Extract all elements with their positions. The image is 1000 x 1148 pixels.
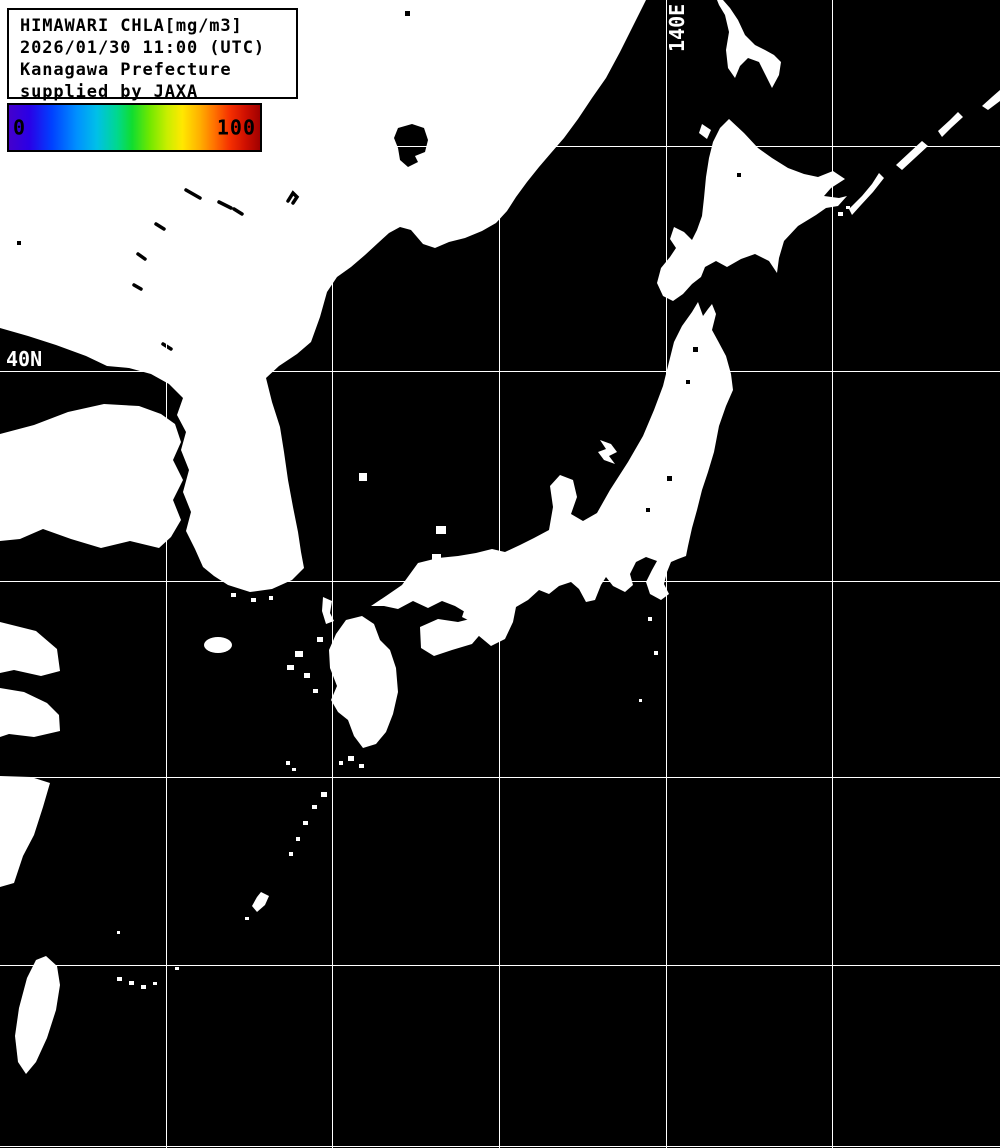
land-honshu	[371, 302, 733, 646]
title-line-product: HIMAWARI CHLA[mg/m3]	[20, 16, 243, 36]
title-line-credit: supplied by JAXA	[20, 82, 199, 102]
colorbar-max-label: 100	[216, 115, 256, 140]
title-line-datetime: 2026/01/30 11:00 (UTC)	[20, 38, 265, 58]
land-sakhalin	[717, 0, 781, 88]
land-china-coast-shanghai	[0, 688, 60, 737]
lon-label-140e: 140E	[665, 4, 689, 52]
colorbar-gradient	[9, 105, 260, 150]
colorbar: 0 100	[7, 103, 262, 152]
land-china-coast-south	[0, 776, 50, 887]
land-korea-south-islands	[231, 593, 273, 602]
land-shikoku	[420, 617, 484, 656]
land-ryukyu-islands	[117, 792, 327, 989]
land-ulleungdo	[359, 473, 367, 481]
land-izu-islands	[639, 617, 658, 702]
land-china-coast-north	[0, 622, 60, 676]
river-marks	[132, 188, 300, 351]
title-line-region: Kanagawa Prefecture	[20, 60, 232, 80]
land-hokkaido	[657, 119, 847, 301]
land-osumi-islands	[286, 756, 364, 771]
land-kyushu	[329, 616, 398, 748]
inland-water-layer	[17, 11, 741, 512]
land-oki-islands	[432, 526, 446, 560]
land-kuril-islands	[838, 90, 1000, 216]
lat-label-40n: 40N	[6, 347, 42, 371]
land-awaji-island	[462, 608, 473, 621]
land-jeju-island	[204, 637, 232, 653]
land-tsushima	[322, 597, 334, 624]
inland-lake-dots	[17, 11, 741, 512]
title-box: HIMAWARI CHLA[mg/m3] 2026/01/30 11:00 (U…	[7, 8, 298, 102]
colorbar-min-label: 0	[13, 115, 27, 140]
lake-khanka	[394, 124, 428, 167]
land-sado-island	[598, 440, 617, 464]
land-rishiri-island	[699, 124, 711, 139]
land-goto-islands	[287, 637, 323, 693]
land-shandong-yellow-sea-flag	[0, 404, 183, 548]
land-taiwan	[15, 956, 60, 1074]
